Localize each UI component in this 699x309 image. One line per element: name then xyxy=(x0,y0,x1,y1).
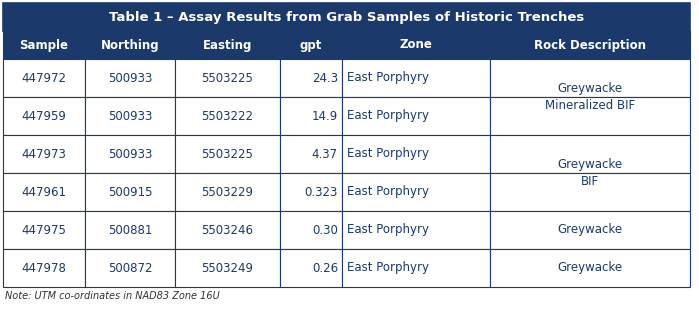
Text: 500881: 500881 xyxy=(108,223,152,236)
Bar xyxy=(175,135,280,173)
Bar xyxy=(85,211,175,249)
Text: 447973: 447973 xyxy=(22,147,66,160)
Bar xyxy=(3,173,85,211)
Bar xyxy=(175,173,280,211)
Bar xyxy=(3,97,85,135)
Bar xyxy=(3,3,690,31)
Bar xyxy=(85,97,175,135)
Bar xyxy=(342,249,490,287)
Bar xyxy=(85,173,175,211)
Text: East Porphyry: East Porphyry xyxy=(347,71,429,84)
Bar xyxy=(490,97,690,135)
Bar xyxy=(85,59,175,97)
Bar xyxy=(3,31,85,59)
Text: 5503246: 5503246 xyxy=(201,223,254,236)
Bar xyxy=(280,135,342,173)
Text: East Porphyry: East Porphyry xyxy=(347,147,429,160)
Text: 447961: 447961 xyxy=(22,185,66,198)
Text: Rock Description: Rock Description xyxy=(534,39,646,52)
Bar xyxy=(85,31,175,59)
Text: gpt: gpt xyxy=(300,39,322,52)
Bar xyxy=(280,59,342,97)
Bar xyxy=(85,135,175,173)
Bar xyxy=(490,135,690,173)
Text: 5503225: 5503225 xyxy=(201,147,254,160)
Text: 0.30: 0.30 xyxy=(312,223,338,236)
Text: 447972: 447972 xyxy=(22,71,66,84)
Text: Note: UTM co-ordinates in NAD83 Zone 16U: Note: UTM co-ordinates in NAD83 Zone 16U xyxy=(5,291,219,301)
Text: Greywacke: Greywacke xyxy=(557,223,623,236)
Text: 0.323: 0.323 xyxy=(305,185,338,198)
Bar xyxy=(280,97,342,135)
Text: 447975: 447975 xyxy=(22,223,66,236)
Bar xyxy=(175,97,280,135)
Text: 0.26: 0.26 xyxy=(312,261,338,274)
Text: East Porphyry: East Porphyry xyxy=(347,109,429,122)
Text: 14.9: 14.9 xyxy=(312,109,338,122)
Bar xyxy=(280,31,342,59)
Bar xyxy=(3,135,85,173)
Bar xyxy=(175,249,280,287)
Bar xyxy=(342,31,490,59)
Text: 447978: 447978 xyxy=(22,261,66,274)
Bar xyxy=(342,211,490,249)
Text: 500872: 500872 xyxy=(108,261,152,274)
Text: Zone: Zone xyxy=(400,39,433,52)
Text: 24.3: 24.3 xyxy=(312,71,338,84)
Bar xyxy=(490,31,690,59)
Text: Easting: Easting xyxy=(203,39,252,52)
Text: 500933: 500933 xyxy=(108,109,152,122)
Text: Greywacke
BIF: Greywacke BIF xyxy=(557,158,623,188)
Bar xyxy=(85,249,175,287)
Text: 5503249: 5503249 xyxy=(201,261,254,274)
Bar xyxy=(280,249,342,287)
Text: East Porphyry: East Porphyry xyxy=(347,261,429,274)
Bar xyxy=(342,135,490,173)
Text: Northing: Northing xyxy=(101,39,159,52)
Text: 500933: 500933 xyxy=(108,147,152,160)
Bar xyxy=(3,211,85,249)
Bar xyxy=(342,97,490,135)
Bar xyxy=(342,59,490,97)
Text: East Porphyry: East Porphyry xyxy=(347,185,429,198)
Bar xyxy=(490,59,690,97)
Text: 500933: 500933 xyxy=(108,71,152,84)
Text: Table 1 – Assay Results from Grab Samples of Historic Trenches: Table 1 – Assay Results from Grab Sample… xyxy=(109,11,584,23)
Text: 447959: 447959 xyxy=(22,109,66,122)
Bar xyxy=(175,31,280,59)
Bar xyxy=(175,59,280,97)
Text: 5503222: 5503222 xyxy=(201,109,254,122)
Bar xyxy=(490,249,690,287)
Bar xyxy=(490,211,690,249)
Text: 5503225: 5503225 xyxy=(201,71,254,84)
Bar xyxy=(280,173,342,211)
Text: 500915: 500915 xyxy=(108,185,152,198)
Bar xyxy=(175,211,280,249)
Text: Greywacke: Greywacke xyxy=(557,261,623,274)
Text: East Porphyry: East Porphyry xyxy=(347,223,429,236)
Bar xyxy=(280,211,342,249)
Text: 5503229: 5503229 xyxy=(201,185,254,198)
Text: Sample: Sample xyxy=(20,39,69,52)
Bar xyxy=(342,173,490,211)
Text: 4.37: 4.37 xyxy=(312,147,338,160)
Bar xyxy=(490,173,690,211)
Bar xyxy=(3,249,85,287)
Text: Greywacke
Mineralized BIF: Greywacke Mineralized BIF xyxy=(545,82,635,112)
Bar xyxy=(3,59,85,97)
